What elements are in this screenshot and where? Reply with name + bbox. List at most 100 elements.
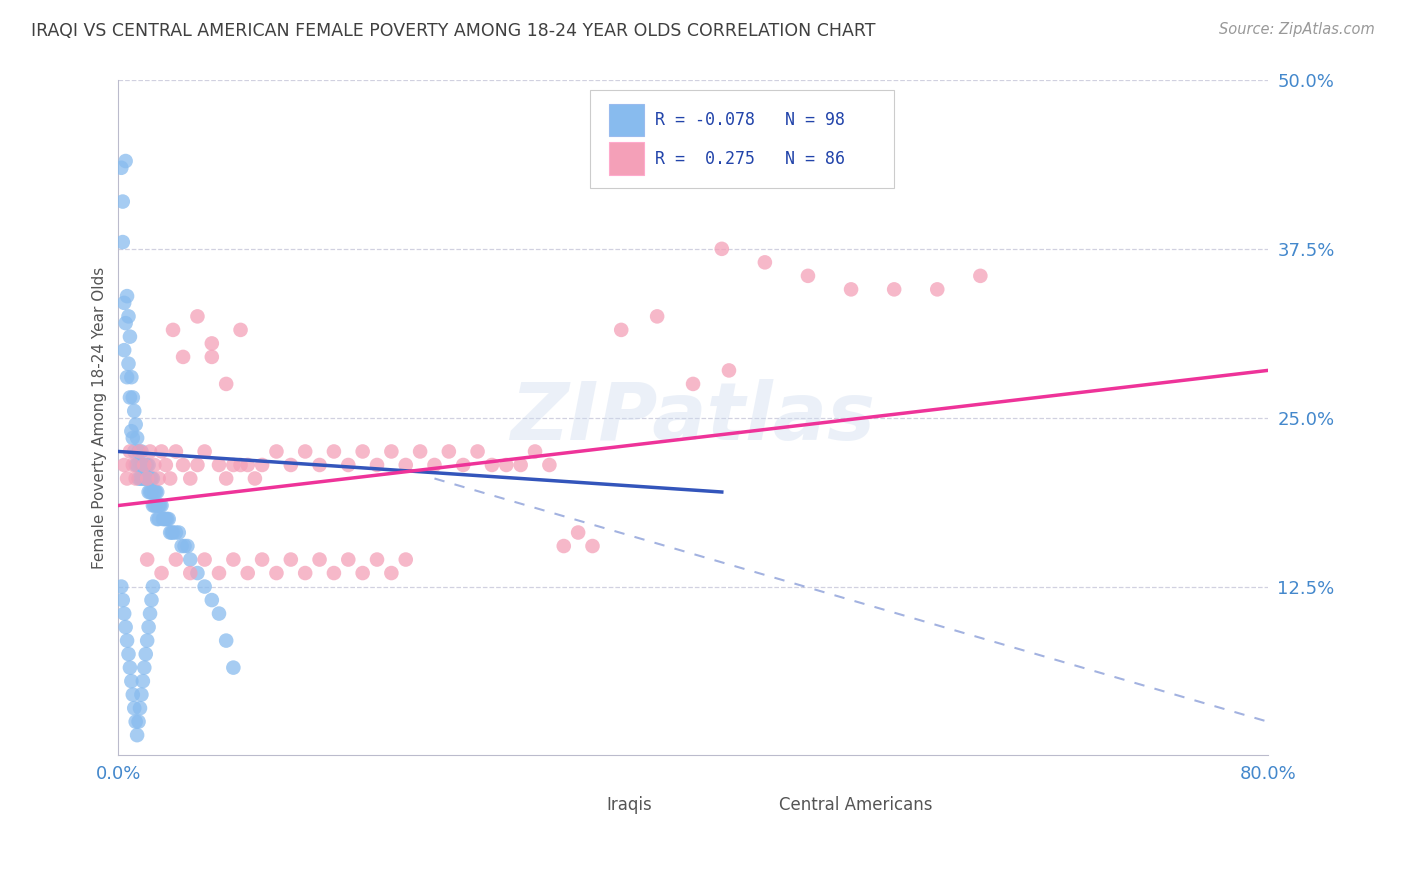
Point	[136, 471, 159, 485]
Point	[250, 458, 273, 472]
Point	[129, 444, 152, 458]
Point	[167, 525, 190, 540]
Point	[610, 323, 633, 337]
Point	[125, 458, 148, 472]
Point	[148, 499, 170, 513]
Text: IRAQI VS CENTRAL AMERICAN FEMALE POVERTY AMONG 18-24 YEAR OLDS CORRELATION CHART: IRAQI VS CENTRAL AMERICAN FEMALE POVERTY…	[31, 22, 876, 40]
Point	[201, 336, 224, 351]
Point	[141, 471, 163, 485]
Point	[146, 512, 169, 526]
Point	[121, 391, 143, 405]
Point	[120, 424, 142, 438]
Point	[120, 674, 142, 689]
Point	[201, 350, 224, 364]
Point	[395, 458, 418, 472]
Point	[142, 580, 165, 594]
Point	[156, 512, 179, 526]
Point	[294, 566, 316, 580]
Point	[114, 316, 136, 330]
Point	[110, 161, 132, 175]
Point	[122, 701, 145, 715]
Point	[754, 255, 776, 269]
Point	[717, 363, 740, 377]
Point	[112, 607, 135, 621]
Point	[409, 444, 432, 458]
Point	[115, 471, 138, 485]
Point	[155, 458, 177, 472]
Text: Source: ZipAtlas.com: Source: ZipAtlas.com	[1219, 22, 1375, 37]
Point	[157, 512, 180, 526]
Point	[162, 323, 184, 337]
Point	[120, 370, 142, 384]
Point	[134, 471, 156, 485]
FancyBboxPatch shape	[561, 793, 600, 816]
Point	[127, 728, 149, 742]
Point	[131, 471, 153, 485]
Point	[146, 485, 169, 500]
Point	[134, 458, 156, 472]
Point	[380, 566, 402, 580]
Point	[215, 471, 238, 485]
Point	[128, 714, 150, 729]
Point	[236, 566, 259, 580]
Point	[128, 471, 150, 485]
Point	[127, 431, 149, 445]
Point	[145, 485, 167, 500]
Point	[150, 566, 173, 580]
Point	[160, 525, 183, 540]
Point	[250, 552, 273, 566]
Point	[839, 282, 862, 296]
Point	[280, 458, 302, 472]
Point	[121, 458, 143, 472]
Point	[118, 329, 141, 343]
Point	[110, 580, 132, 594]
Point	[132, 674, 155, 689]
Point	[969, 268, 991, 283]
Point	[165, 552, 187, 566]
Point	[927, 282, 949, 296]
Point	[115, 370, 138, 384]
Point	[131, 444, 153, 458]
Point	[173, 539, 195, 553]
Point	[155, 512, 177, 526]
Point	[134, 458, 156, 472]
Point	[423, 458, 446, 472]
Point	[112, 296, 135, 310]
Point	[682, 376, 704, 391]
Point	[581, 539, 603, 553]
Point	[645, 310, 668, 324]
Point	[121, 431, 143, 445]
Point	[337, 552, 360, 566]
Point	[229, 323, 252, 337]
Point	[366, 552, 388, 566]
Point	[322, 444, 344, 458]
Point	[117, 310, 139, 324]
Point	[194, 580, 217, 594]
Point	[236, 458, 259, 472]
Point	[136, 458, 159, 472]
Point	[208, 458, 231, 472]
Point	[222, 458, 245, 472]
Point	[208, 566, 231, 580]
Point	[150, 444, 173, 458]
Point	[138, 458, 160, 472]
Point	[308, 458, 330, 472]
Point	[112, 458, 135, 472]
Point	[128, 444, 150, 458]
Point	[129, 471, 152, 485]
Point	[152, 512, 174, 526]
Point	[111, 593, 134, 607]
Point	[135, 471, 157, 485]
Point	[215, 633, 238, 648]
Point	[172, 458, 194, 472]
Point	[132, 458, 155, 472]
Point	[125, 714, 148, 729]
Point	[117, 647, 139, 661]
Point	[118, 660, 141, 674]
Point	[194, 444, 217, 458]
Point	[117, 357, 139, 371]
Point	[208, 607, 231, 621]
Point	[524, 444, 547, 458]
Point	[481, 458, 503, 472]
Point	[337, 458, 360, 472]
